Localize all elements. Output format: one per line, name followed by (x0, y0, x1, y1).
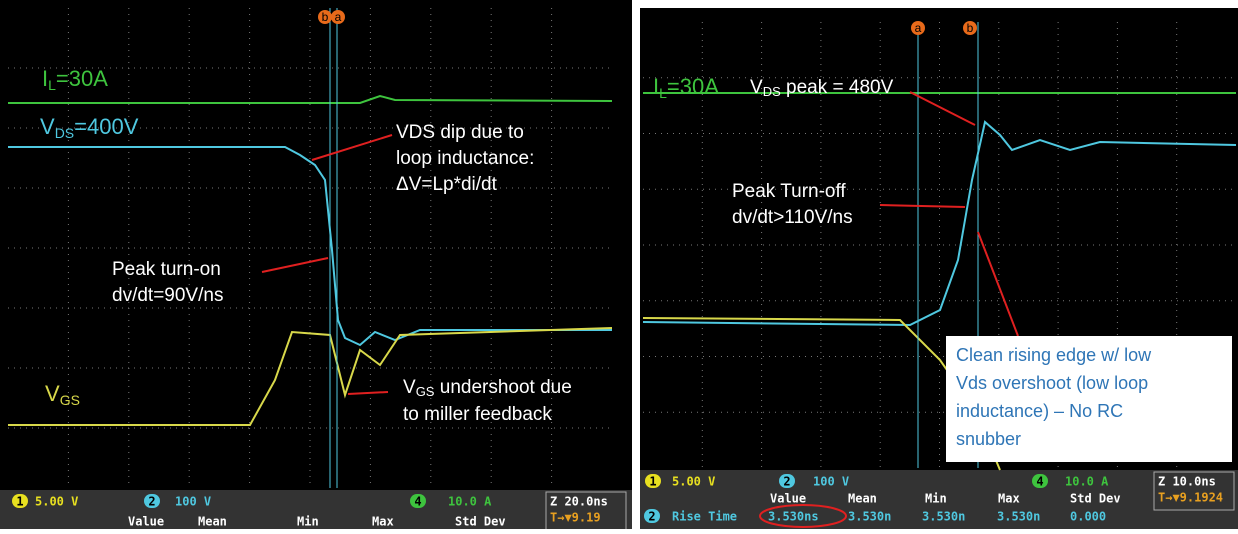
meas-header: Std Dev (1070, 492, 1121, 506)
note: ΔV=Lp*di/dt (396, 174, 498, 195)
t: V (45, 381, 60, 406)
t: undershoot due (434, 377, 571, 398)
note: snubber (956, 429, 1021, 449)
note: dv/dt=90V/ns (112, 285, 223, 306)
meas-header: Value (128, 515, 164, 529)
meas-header: Std Dev (455, 515, 506, 529)
channel-number: 2 (148, 495, 155, 509)
channel-scale: 100 V (813, 475, 849, 489)
note: Peak turn-on (112, 259, 221, 280)
t: GS (60, 392, 80, 408)
t: L (48, 77, 56, 93)
cursor-label: b (967, 21, 974, 35)
t: DS (55, 125, 74, 141)
meas-value: Rise Time (672, 510, 737, 524)
note: Clean rising edge w/ low (956, 345, 1152, 365)
channel-number: 1 (16, 495, 23, 509)
trigger: T→▼9.1924 (1158, 491, 1223, 505)
t: GS (416, 384, 435, 399)
meas-header: Max (998, 492, 1020, 506)
meas-header: Value (770, 492, 806, 506)
meas-value: 0.000 (1070, 510, 1106, 524)
meas-value: 2 (648, 510, 655, 524)
t: =400V (74, 114, 139, 139)
t: L (659, 85, 667, 101)
channel-scale: 5.00 V (672, 475, 715, 489)
channel-scale: 10.0 A (1065, 475, 1109, 489)
t: peak = 480V (781, 77, 894, 98)
channel-scale: 100 V (175, 495, 211, 509)
cursor-label: b (322, 10, 329, 24)
note: VDS dip due to (396, 122, 524, 143)
scope-screenshots: b a a b IL=30A VDS=400V VGS VDS dip due … (0, 0, 1238, 529)
channel-scale: 10.0 A (448, 495, 492, 509)
note: inductance) – No RC (956, 401, 1123, 421)
t: =30A (667, 74, 719, 99)
meas-header: Mean (848, 492, 877, 506)
channel-scale: 5.00 V (35, 495, 78, 509)
t: V (40, 114, 55, 139)
t: DS (763, 84, 781, 99)
t: =30A (56, 66, 108, 91)
channel-number: 2 (783, 475, 790, 489)
timebase: Z 10.0ns (1158, 475, 1216, 489)
note: to miller feedback (403, 404, 552, 425)
channel-number: 4 (414, 495, 421, 509)
t: V (403, 377, 416, 398)
meas-header: Min (297, 515, 319, 529)
meas-header: Max (372, 515, 394, 529)
channel-number: 1 (649, 475, 656, 489)
meas-value: 3.530n (997, 510, 1040, 524)
meas-header: Mean (198, 515, 227, 529)
note: dv/dt>110V/ns (732, 207, 853, 228)
cursor-label: a (335, 10, 342, 24)
page: b a a b IL=30A VDS=400V VGS VDS dip due … (0, 0, 1238, 529)
meas-value: 3.530ns (768, 510, 819, 524)
note: Vds overshoot (low loop (956, 373, 1148, 393)
t: V (750, 77, 763, 98)
meas-value: 3.530n (848, 510, 891, 524)
meas-header: Min (925, 492, 947, 506)
timebase: Z 20.0ns (550, 495, 608, 509)
meas-value: 3.530n (922, 510, 965, 524)
note: loop inductance: (396, 148, 534, 169)
trigger: T→▼9.19 (550, 511, 601, 525)
cursor-label: a (915, 21, 922, 35)
channel-number: 4 (1036, 475, 1043, 489)
note: Peak Turn-off (732, 181, 846, 202)
